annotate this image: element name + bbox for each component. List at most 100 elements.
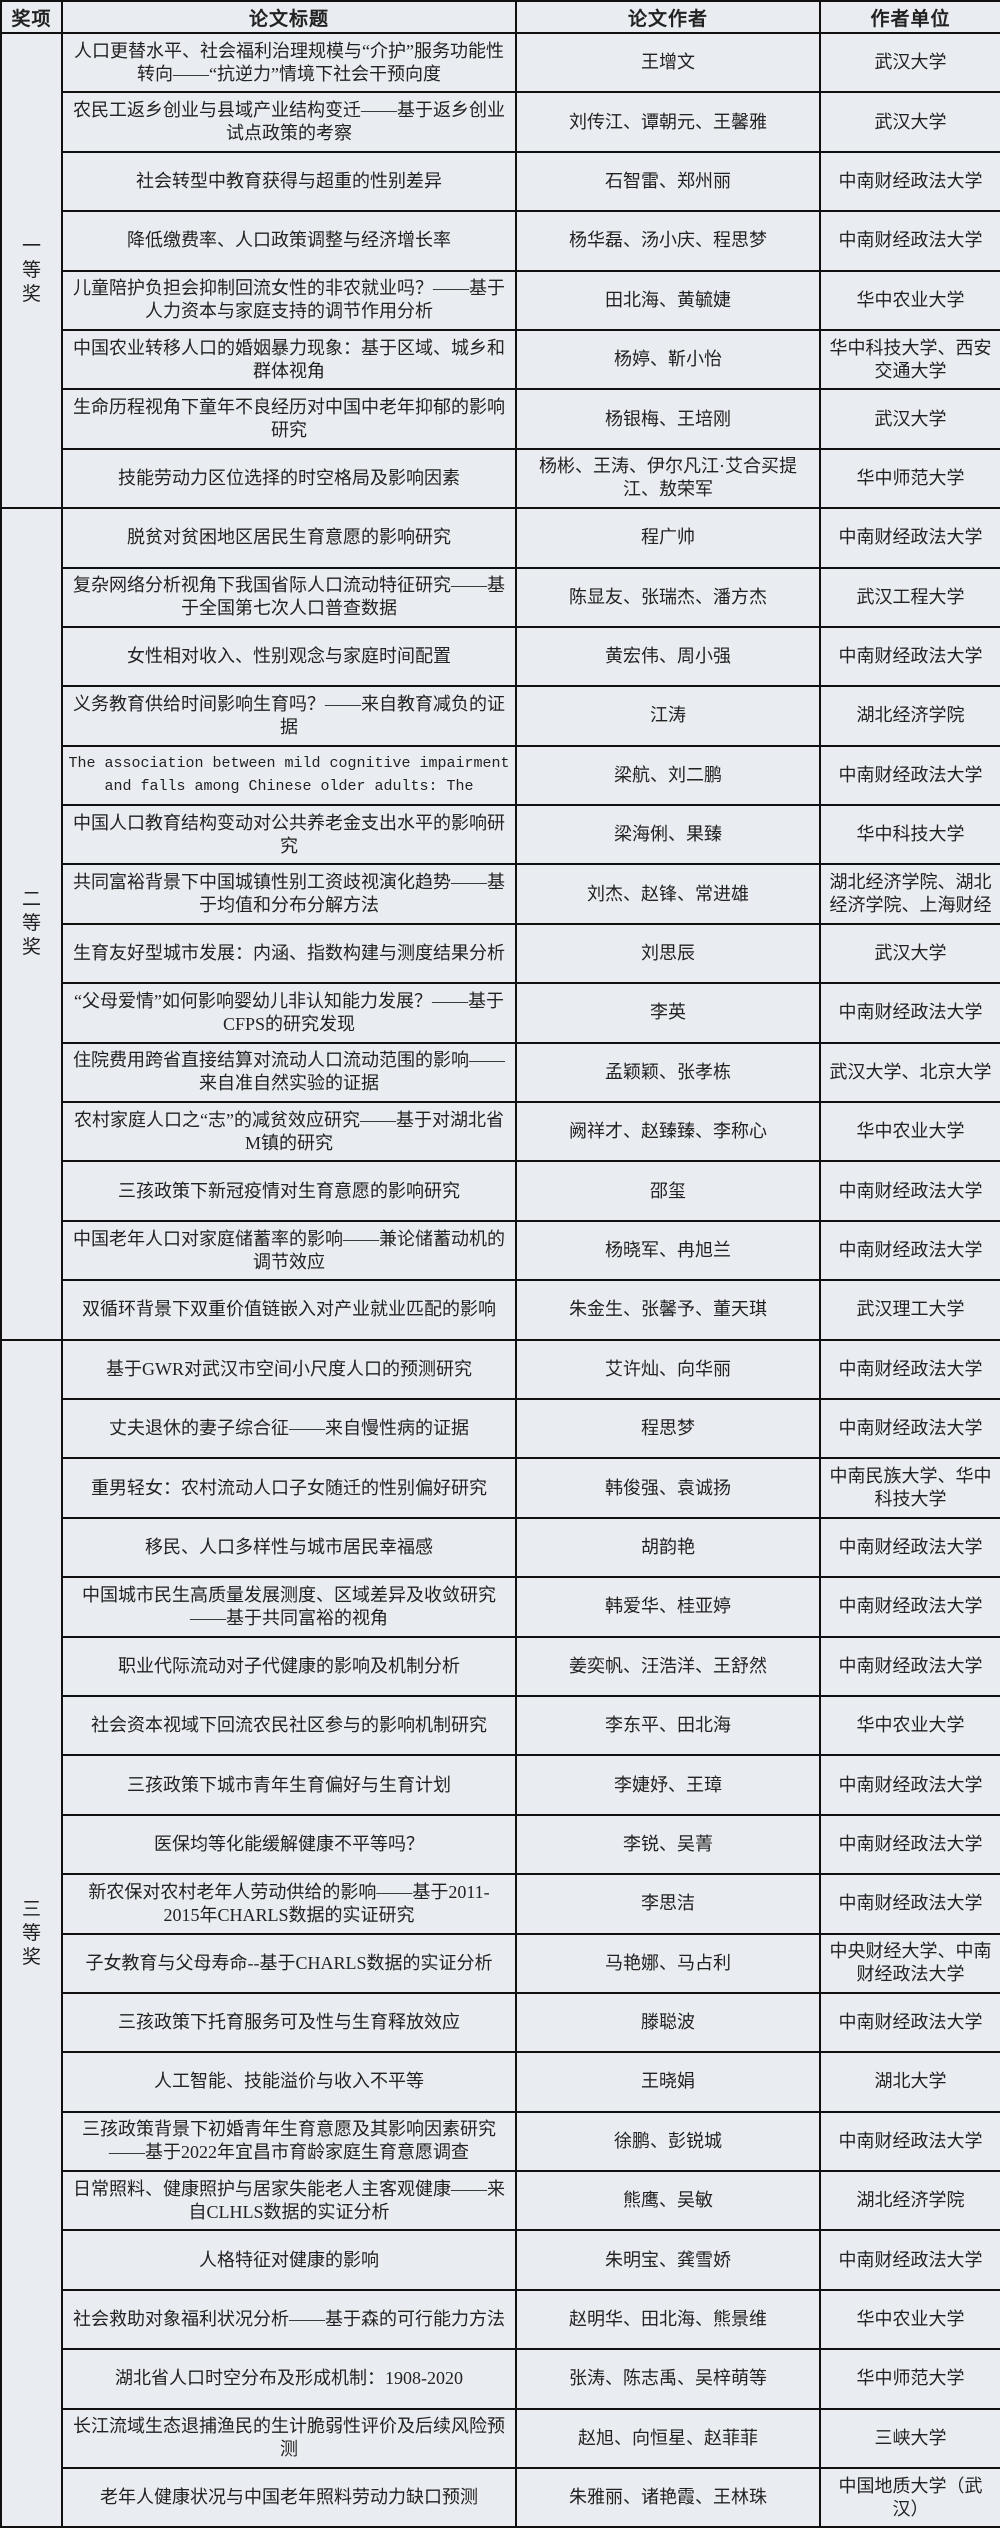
title-cell: 重男轻女：农村流动人口子女随迁的性别偏好研究	[61, 1457, 517, 1519]
authors-cell: 马艳娜、马占利	[515, 1932, 821, 1994]
authors-text: 田北海、黄毓婕	[605, 289, 731, 310]
title-cell: 子女教育与父母寿命--基于CHARLS数据的实证分析	[61, 1932, 517, 1994]
affiliation-text: 三峡大学	[874, 2427, 947, 2448]
affiliation-text: 华中科技大学、西安交通大学	[829, 337, 992, 381]
title-cell: 三孩政策背景下初婚青年生育意愿及其影响因素研究——基于2022年宜昌市育龄家庭生…	[61, 2110, 517, 2173]
authors-cell: 李东平、田北海	[515, 1694, 821, 1757]
authors-text: 滕聪波	[641, 2012, 695, 2033]
table-row: 义务教育供给时间影响生育吗？——来自教育减负的证据 江涛 湖北经济学院	[1, 685, 1000, 747]
affiliation-text: 中南民族大学、华中科技大学	[829, 1466, 992, 1510]
table-row: 中国人口教育结构变动对公共养老金支出水平的影响研究 梁海俐、果臻 华中科技大学	[1, 804, 1000, 866]
affiliation-cell: 中南财经政法大学	[819, 2229, 1000, 2291]
authors-text: 梁航、刘二鹏	[614, 764, 722, 785]
affiliation-cell: 湖北经济学院	[819, 685, 1000, 747]
authors-cell: 徐鹏、彭锐城	[515, 2110, 821, 2173]
authors-text: 邵玺	[650, 1180, 686, 1201]
table-row: 老年人健康状况与中国老年照料劳动力缺口预测 朱雅丽、诸艳霞、王林珠 中国地质大学（武…	[1, 2467, 1000, 2528]
title-text: 社会救助对象福利状况分析——基于森的可行能力方法	[73, 2309, 505, 2330]
title-text: 新农保对农村老年人劳动供给的影响——基于2011-2015年CHARLS数据的实…	[88, 1881, 490, 1925]
authors-cell: 姜奕帆、汪浩洋、王舒然	[515, 1635, 821, 1697]
title-cell: 女性相对收入、性别观念与家庭时间配置	[61, 625, 517, 688]
authors-cell: 滕聪波	[515, 1991, 821, 2054]
affiliation-cell: 中南财经政法大学	[819, 1397, 1000, 1460]
title-text: 重男轻女：农村流动人口子女随迁的性别偏好研究	[91, 1477, 487, 1498]
authors-cell: 李锐、吴菁	[515, 1813, 821, 1876]
title-cell: 社会救助对象福利状况分析——基于森的可行能力方法	[61, 2288, 517, 2351]
affiliation-text: 中南财经政法大学	[838, 1536, 983, 1557]
authors-text: 艾许灿、向华丽	[605, 1358, 731, 1379]
title-text: 中国城市民生高质量发展测度、区域差异及收敛研究——基于共同富裕的视角	[82, 1584, 496, 1628]
affiliation-text: 中南财经政法大学	[838, 1774, 983, 1795]
affiliation-cell: 华中农业大学	[819, 2288, 1000, 2351]
affiliation-cell: 华中农业大学	[819, 1694, 1000, 1757]
authors-cell: 陈显友、张瑞杰、潘方杰	[515, 566, 821, 628]
affiliation-text: 中南财经政法大学	[838, 1655, 983, 1676]
table-row: 职业代际流动对子代健康的影响及机制分析 姜奕帆、汪浩洋、王舒然 中南财经政法大学	[1, 1635, 1000, 1697]
affiliation-text: 武汉大学	[874, 408, 947, 429]
authors-text: 朱金生、张馨予、董天琪	[569, 1299, 767, 1320]
affiliation-text: 华中农业大学	[856, 289, 965, 310]
header-award: 奖项	[0, 0, 63, 34]
affiliation-cell: 中南财经政法大学	[819, 1813, 1000, 1876]
affiliation-text: 武汉大学、北京大学	[829, 1061, 992, 1082]
table-row: The association between mild cognitive i…	[1, 744, 1000, 807]
award-level-cell: 二等奖	[0, 507, 63, 1341]
title-cell: 中国人口教育结构变动对公共养老金支出水平的影响研究	[61, 804, 517, 866]
affiliation-text: 中南财经政法大学	[838, 2130, 983, 2151]
table-row: 农民工返乡创业与县域产业结构变迁——基于返乡创业试点政策的考察 刘传江、谭朝元、王…	[1, 91, 1000, 153]
title-cell: 三孩政策下新冠疫情对生育意愿的影响研究	[61, 1160, 517, 1222]
title-cell: 三孩政策下城市青年生育偏好与生育计划	[61, 1754, 517, 1816]
affiliation-cell: 中南财经政法大学	[819, 1873, 1000, 1935]
affiliation-text: 中南财经政法大学	[838, 527, 983, 548]
title-text: 脱贫对贫困地区居民生育意愿的影响研究	[127, 527, 451, 548]
affiliation-text: 中南财经政法大学	[838, 764, 983, 785]
title-cell: 长江流域生态退捕渔民的生计脆弱性评价及后续风险预测	[61, 2407, 517, 2470]
title-text: 长江流域生态退捕渔民的生计脆弱性评价及后续风险预测	[73, 2416, 505, 2460]
table-row: 三孩政策下城市青年生育偏好与生育计划 李婕妤、王璋 中南财经政法大学	[1, 1754, 1000, 1816]
affiliation-text: 华中师范大学	[856, 2368, 965, 2389]
title-cell: 丈夫退休的妻子综合征——来自慢性病的证据	[61, 1397, 517, 1460]
title-text: 中国人口教育结构变动对公共养老金支出水平的影响研究	[73, 812, 505, 856]
authors-text: 孟颖颖、张孝栋	[605, 1061, 731, 1082]
table-row: 社会资本视域下回流农民社区参与的影响机制研究 李东平、田北海 华中农业大学	[1, 1694, 1000, 1757]
table-header-row: 奖项 论文标题 论文作者 作者单位	[0, 0, 1000, 34]
title-text: 丈夫退休的妻子综合征——来自慢性病的证据	[109, 1418, 469, 1439]
authors-text: 赵旭、向恒星、赵菲菲	[578, 2427, 758, 2448]
affiliation-cell: 中南财经政法大学	[819, 150, 1000, 213]
table-row: 儿童陪护负担会抑制回流女性的非农就业吗？——基于人力资本与家庭支持的调节作用分析…	[1, 269, 1000, 331]
title-text: 移民、人口多样性与城市居民幸福感	[145, 1536, 433, 1557]
affiliation-cell: 武汉理工大学	[819, 1279, 1000, 1341]
authors-cell: 杨婷、靳小怡	[515, 328, 821, 391]
title-cell: 儿童陪护负担会抑制回流女性的非农就业吗？——基于人力资本与家庭支持的调节作用分析	[61, 269, 517, 331]
table-row: 住院费用跨省直接结算对流动人口流动范围的影响——来自准自然实验的证据 孟颖颖、张孝…	[1, 1041, 1000, 1104]
table-row: 社会救助对象福利状况分析——基于森的可行能力方法 赵明华、田北海、熊景维 华中农业大…	[1, 2288, 1000, 2351]
title-cell: 义务教育供给时间影响生育吗？——来自教育减负的证据	[61, 685, 517, 747]
affiliation-cell: 华中科技大学	[819, 804, 1000, 866]
title-cell: 社会资本视域下回流农民社区参与的影响机制研究	[61, 1694, 517, 1757]
authors-cell: 刘杰、赵锋、常进雄	[515, 863, 821, 925]
authors-text: 程思梦	[641, 1418, 695, 1439]
authors-text: 胡韵艳	[641, 1536, 695, 1557]
authors-text: 李锐、吴菁	[623, 1833, 713, 1854]
title-text: 共同富裕背景下中国城镇性别工资歧视演化趋势——基于均值和分布分解方法	[73, 872, 505, 916]
title-text: 三孩政策下新冠疫情对生育意愿的影响研究	[118, 1180, 460, 1201]
title-cell: 脱贫对贫困地区居民生育意愿的影响研究	[61, 507, 517, 569]
title-text: 三孩政策背景下初婚青年生育意愿及其影响因素研究——基于2022年宜昌市育龄家庭生…	[82, 2119, 496, 2163]
title-text: 农民工返乡创业与县域产业结构变迁——基于返乡创业试点政策的考察	[73, 100, 505, 144]
table-row: 丈夫退休的妻子综合征——来自慢性病的证据 程思梦 中南财经政法大学	[1, 1397, 1000, 1460]
title-text: 子女教育与父母寿命--基于CHARLS数据的实证分析	[85, 1952, 493, 1973]
affiliation-text: 华中农业大学	[856, 1121, 965, 1142]
title-cell: 复杂网络分析视角下我国省际人口流动特征研究——基于全国第七次人口普查数据	[61, 566, 517, 628]
table-row: 二等奖 脱贫对贫困地区居民生育意愿的影响研究 程广帅 中南财经政法大学	[0, 507, 1000, 1341]
affiliation-cell: 中南财经政法大学	[819, 744, 1000, 807]
title-cell: 日常照料、健康照护与居家失能老人主客观健康——来自CLHLS数据的实证分析	[61, 2170, 517, 2232]
authors-text: 阙祥才、赵臻臻、李称心	[569, 1121, 767, 1142]
title-text: 三孩政策下托育服务可及性与生育释放效应	[118, 2012, 460, 2033]
authors-cell: 刘思辰	[515, 922, 821, 985]
affiliation-text: 中南财经政法大学	[838, 2012, 983, 2033]
affiliation-cell: 中南财经政法大学	[819, 210, 1000, 272]
affiliation-cell: 中南财经政法大学	[819, 1635, 1000, 1697]
authors-text: 刘传江、谭朝元、王馨雅	[569, 111, 767, 132]
title-cell: 人工智能、技能溢价与收入不平等	[61, 2051, 517, 2113]
authors-cell: 程思梦	[515, 1397, 821, 1460]
